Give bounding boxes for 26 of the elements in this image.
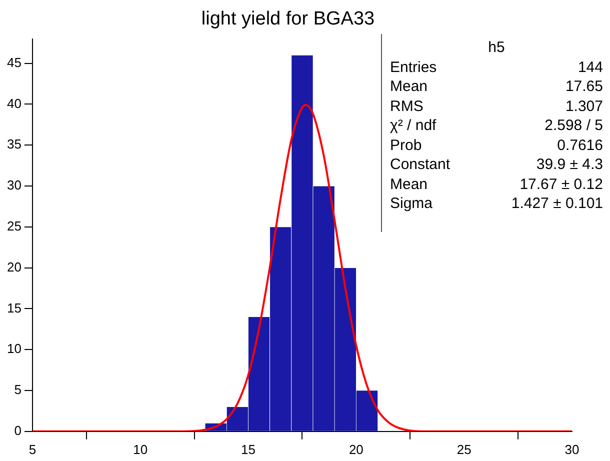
chart-title: light yield for BGA33	[201, 8, 375, 30]
y-tick-label: 30	[6, 178, 22, 193]
text: Mean 17.67 ± 0.12	[390, 176, 603, 192]
y-tick-label: 35	[6, 136, 22, 152]
y-tick-label: 20	[6, 259, 22, 274]
text: RMS 1.307	[390, 98, 603, 114]
y-tick-label: 40	[6, 96, 22, 111]
y-tick-label: 10	[6, 341, 22, 356]
text: Constant 39.9 ± 4.3	[390, 156, 603, 173]
text: Entries 144	[390, 58, 603, 76]
y-tick-label: 45	[6, 54, 22, 70]
text: Mean 17.65	[390, 78, 603, 95]
x-tick-label: 15	[241, 442, 256, 457]
text: Prob 0.7616	[390, 136, 603, 154]
x-tick-label: 5	[28, 442, 36, 457]
y-tick-label: 15	[6, 300, 22, 316]
y-tick-label: 5	[14, 382, 22, 398]
text: χ² / ndf 2.598 / 5	[390, 117, 603, 134]
annotation: h5	[487, 38, 506, 58]
y-tick-label: 25	[6, 218, 22, 234]
x-tick-label: 10	[133, 442, 148, 457]
x-tick-label: 30	[564, 442, 580, 457]
y-tick-label: 0	[14, 422, 22, 438]
x-tick-label: 25	[456, 442, 472, 457]
text: Sigma 1.427 ± 0.101	[390, 195, 603, 212]
x-tick-label: 20	[348, 442, 364, 457]
